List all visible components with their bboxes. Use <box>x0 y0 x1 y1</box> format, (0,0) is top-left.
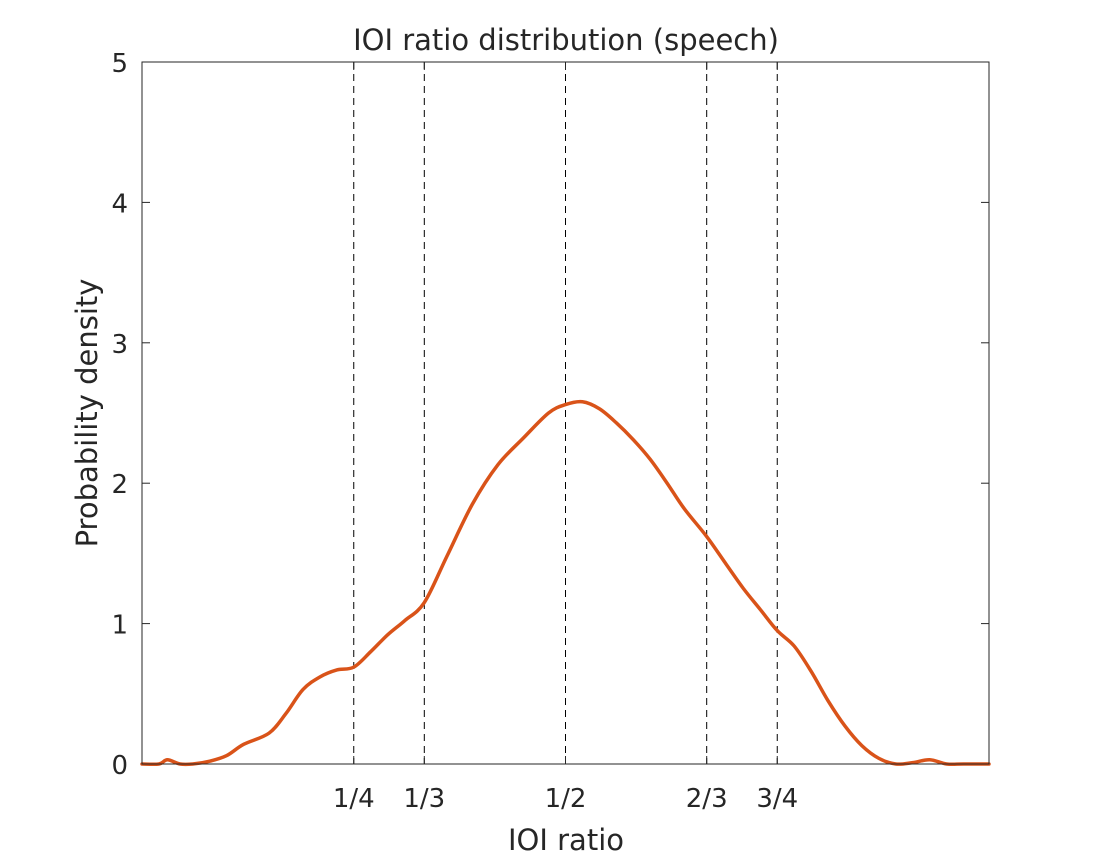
series-line-0 <box>140 399 991 767</box>
y-axis-label: Probability density <box>70 279 104 548</box>
x-tick-label-3: 2/3 <box>686 784 728 814</box>
y-tick-label-1: 1 <box>111 611 128 641</box>
y-tick-label-5: 5 <box>111 49 128 79</box>
x-tick-label-2: 1/2 <box>545 784 587 814</box>
x-tick-label-0: 1/4 <box>333 784 375 814</box>
series-layer <box>140 399 991 767</box>
y-axis-ticks: 0 1 2 3 4 5 <box>111 49 989 781</box>
y-tick-label-2: 2 <box>111 470 128 500</box>
x-axis-ticks: 1/4 1/3 1/2 2/3 3/4 <box>333 62 798 814</box>
y-tick-label-4: 4 <box>111 189 128 219</box>
y-tick-label-0: 0 <box>111 751 128 781</box>
plot-area: 0 1 2 3 4 5 1/4 1/3 1/2 2/3 3/4 <box>111 49 991 814</box>
y-tick-label-3: 3 <box>111 330 128 360</box>
x-axis-label: IOI ratio <box>508 823 624 857</box>
x-tick-label-4: 3/4 <box>756 784 798 814</box>
reference-lines <box>353 62 778 764</box>
chart-title: IOI ratio distribution (speech) <box>353 23 779 57</box>
x-tick-label-1: 1/3 <box>403 784 445 814</box>
